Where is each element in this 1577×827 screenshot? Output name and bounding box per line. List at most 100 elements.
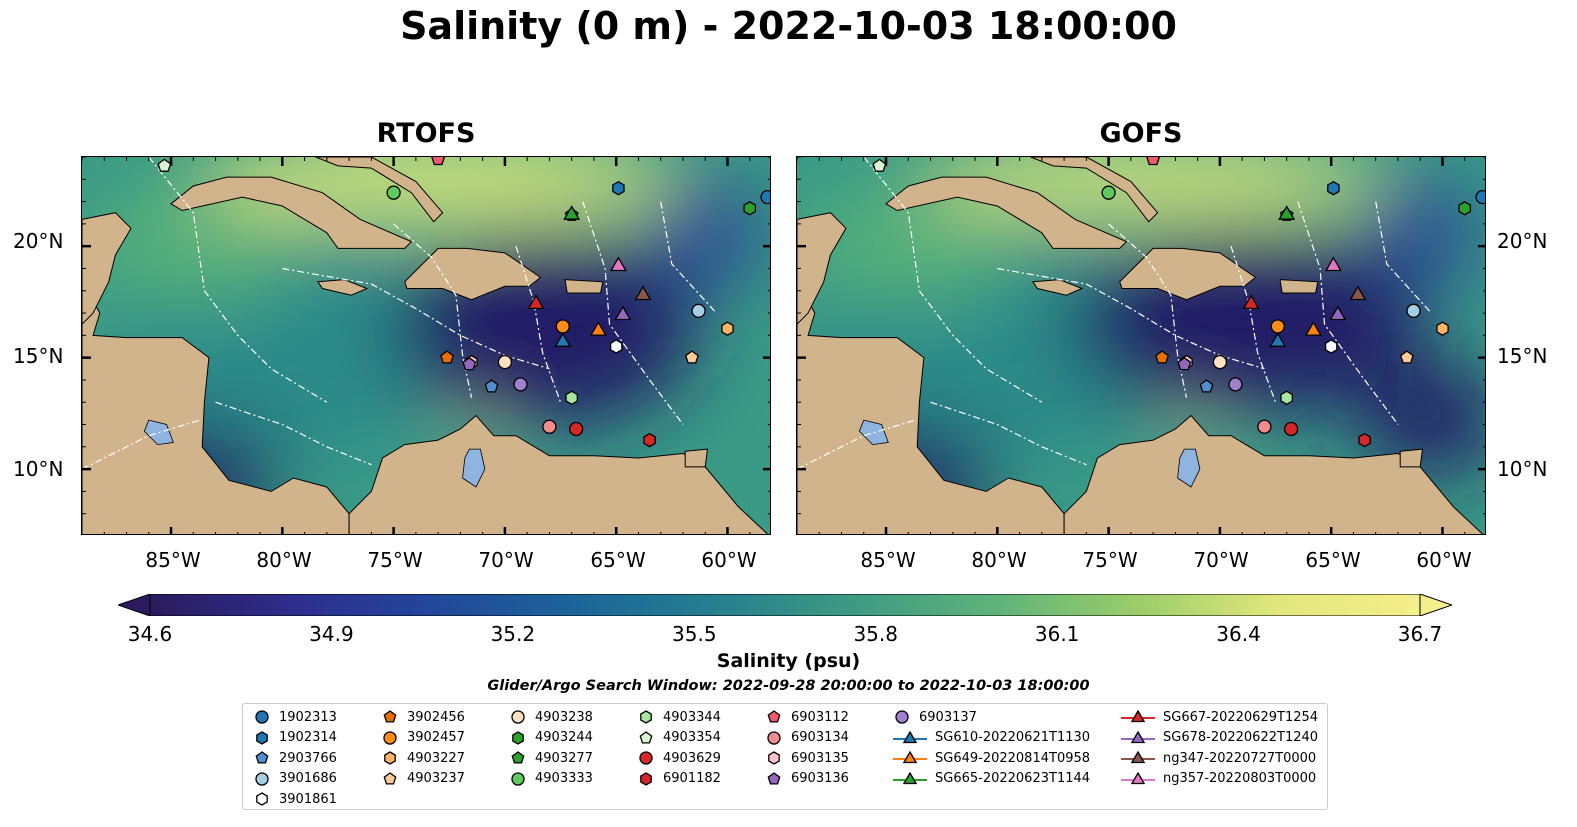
- legend-marker: [1130, 750, 1146, 764]
- observation-marker-1902314: [612, 180, 625, 196]
- legend-marker-pentagon-icon: [639, 730, 653, 744]
- bahamas-land: [1030, 157, 1159, 223]
- lake-maracaibo: [1177, 448, 1201, 488]
- legend-marker-triangle-icon: [893, 771, 927, 784]
- panel-title-gofs: GOFS: [1099, 118, 1183, 149]
- legend-entry: 4903237: [381, 769, 465, 789]
- eez-boundary: [997, 267, 1265, 370]
- legend-entry: 6903135: [765, 748, 849, 768]
- observation-marker-4903344: [565, 390, 578, 406]
- observation-marker-6903112: [1146, 157, 1161, 166]
- legend-marker: [256, 730, 268, 745]
- cuba-land: [170, 176, 413, 249]
- observation-marker-4903237: [684, 350, 699, 364]
- legend-label: 6901182: [663, 771, 721, 786]
- legend-marker-pentagon-icon: [255, 751, 269, 764]
- legend-marker-circle-icon: [639, 751, 653, 765]
- legend-label: SG665-20220623T1144: [935, 771, 1091, 786]
- legend-label: 3902457: [407, 730, 465, 745]
- observation-marker-4903629: [1283, 421, 1299, 437]
- legend-entry: 3902457: [381, 728, 465, 748]
- legend-marker-hexagon-icon: [640, 771, 652, 786]
- lat-tick-label: 10°N: [13, 457, 64, 481]
- observation-marker-1902314: [1327, 180, 1340, 196]
- legend-marker-circle-icon: [383, 730, 397, 745]
- legend-label: 3901861: [279, 791, 337, 807]
- legend-marker: [639, 730, 653, 744]
- legend-label: 4903238: [535, 709, 593, 725]
- colorbar: [118, 594, 1452, 616]
- colorbar-tick-label: 36.4: [1216, 622, 1261, 646]
- legend-entry: 4903629: [637, 748, 721, 768]
- lake-maracaibo: [462, 448, 486, 488]
- legend-marker-circle-icon: [511, 710, 525, 724]
- observation-marker-2903766: [484, 379, 499, 393]
- legend-entry: SG678-20220622T1240: [1121, 728, 1318, 748]
- legend-entry: ng347-20220727T0000: [1121, 748, 1316, 768]
- observation-marker-ng357-20220803T0000: [1324, 256, 1342, 272]
- observation-marker-ng347-20220727T0000: [634, 285, 652, 301]
- legend-label: 6903135: [791, 750, 849, 766]
- legend-marker: [640, 710, 652, 724]
- observation-marker-4903238: [497, 354, 513, 370]
- legend-marker-pentagon-icon: [767, 771, 781, 785]
- puerto-rico-land: [564, 279, 604, 294]
- legend-marker: [639, 751, 653, 765]
- legend-entry: 4903244: [509, 728, 593, 748]
- eez-boundary: [582, 201, 684, 425]
- observation-marker-4903333: [386, 185, 401, 200]
- lon-tick-label: 80°W: [256, 548, 312, 572]
- legend-marker: [767, 710, 781, 723]
- colorbar-tick-label: 34.6: [127, 622, 173, 646]
- colorbar-tick-label: 36.7: [1397, 622, 1443, 646]
- legend-label: 4903227: [407, 750, 465, 766]
- colorbar-tick-label: 35.2: [490, 622, 536, 646]
- observation-marker-3901686: [691, 303, 706, 318]
- colorbar-min-extend: [118, 594, 151, 616]
- observation-marker-4903238: [1212, 354, 1228, 370]
- observation-marker-SG678-20220622T1240: [1329, 305, 1347, 321]
- lon-tick-label: 80°W: [971, 548, 1027, 572]
- observation-marker-6903134: [1257, 419, 1272, 434]
- legend-marker-hexagon-icon: [768, 751, 780, 765]
- trinidad-land: [684, 448, 709, 468]
- jamaica-land: [1032, 279, 1084, 296]
- eez-boundary: [797, 419, 916, 470]
- colorbar-tick-label: 35.5: [672, 622, 717, 646]
- legend-marker-circle-icon: [895, 710, 909, 724]
- lon-tick-label: 85°W: [145, 548, 201, 572]
- map-panel-rtofs: [81, 156, 771, 535]
- legend-entry: SG665-20220623T1144: [893, 769, 1090, 789]
- legend-label: ng347-20220727T0000: [1163, 750, 1317, 766]
- observation-marker-4903227: [721, 321, 734, 336]
- observation-marker-SG678-20220622T1240: [614, 305, 632, 321]
- lon-tick-label: 75°W: [367, 548, 423, 572]
- colorbar-label: Salinity (psu): [716, 650, 861, 672]
- legend-marker: [383, 730, 397, 745]
- legend-entry: 4903227: [381, 748, 465, 768]
- legend-marker: [902, 771, 918, 784]
- legend-entry: 4903344: [637, 707, 721, 727]
- trinidad-land: [1399, 448, 1424, 468]
- lon-tick-label: 85°W: [860, 548, 916, 572]
- legend-marker-triangle-icon: [1121, 750, 1155, 764]
- legend-entry: 4903277: [509, 748, 593, 768]
- legend-marker-hexagon-icon: [640, 710, 652, 724]
- colorbar-tick-label: 35.8: [853, 622, 898, 646]
- search-window-caption: Glider/Argo Search Window: 2022-09-28 20…: [487, 678, 1090, 694]
- legend-label: 4903237: [407, 771, 465, 786]
- legend-label: 1902314: [279, 730, 337, 745]
- observation-marker-3902457: [1270, 319, 1285, 334]
- colorbar-tick-label: 36.1: [1034, 622, 1080, 646]
- colorbar-tick-label: 34.9: [309, 622, 354, 646]
- legend-label: SG610-20220621T1130: [935, 730, 1091, 745]
- observation-marker-SG649-20220814T0958: [589, 321, 607, 336]
- legend-marker-pentagon-icon: [383, 771, 397, 785]
- legend-marker: [255, 751, 269, 764]
- legend-label: 4903277: [535, 750, 593, 766]
- eez-boundary: [1375, 201, 1432, 314]
- observation-marker-SG610-20220621T1130: [1269, 332, 1287, 347]
- observation-marker-4903244: [743, 201, 757, 216]
- legend-marker-circle-icon: [255, 710, 269, 724]
- lat-tick-label: 15°N: [1497, 344, 1548, 368]
